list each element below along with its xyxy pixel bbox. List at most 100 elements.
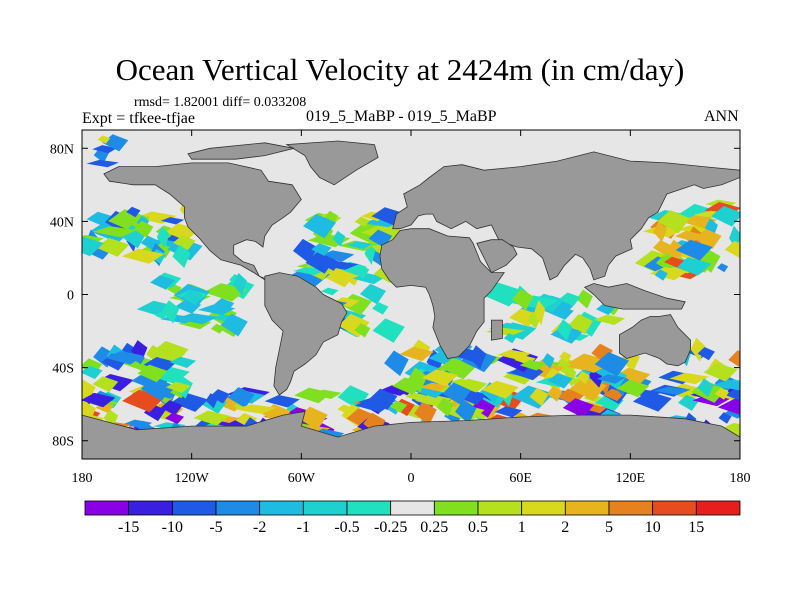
velocity-patch: [594, 314, 626, 325]
velocity-patch: [576, 371, 590, 385]
velocity-patch: [494, 406, 523, 418]
stats-label: rmsd= 1.82001 diff= 0.033208: [134, 95, 307, 110]
x-tick-label: 120E: [616, 471, 646, 486]
velocity-patch: [512, 288, 534, 311]
velocity-patch: [712, 379, 740, 391]
velocity-patch: [519, 359, 546, 371]
velocity-patch: [234, 404, 277, 414]
x-tick-label: 60W: [288, 471, 316, 486]
velocity-patch: [678, 394, 700, 411]
land-canadian-arctic: [187, 142, 295, 160]
velocity-patch: [372, 302, 389, 315]
velocity-patch: [105, 351, 144, 365]
y-tick-label: 80S: [52, 435, 74, 450]
velocity-patch: [121, 248, 165, 264]
velocity-patch: [673, 257, 712, 276]
land-mask: [82, 140, 740, 459]
velocity-patch: [210, 389, 230, 404]
experiment-label: Expt = tfkee-tfjae: [82, 110, 195, 127]
velocity-patch: [346, 241, 373, 250]
velocity-patch: [156, 226, 170, 249]
colorbar-swatch: [128, 500, 173, 516]
x-tick-label: 120W: [175, 471, 210, 486]
colorbar-label: 1: [518, 519, 526, 536]
velocity-patch: [697, 378, 714, 398]
velocity-patch: [414, 401, 437, 426]
velocity-patch: [442, 382, 471, 405]
velocity-patch: [496, 349, 532, 360]
velocity-patch: [305, 251, 335, 274]
velocity-patch: [86, 159, 119, 168]
velocity-patch: [529, 387, 549, 406]
velocity-patch: [694, 228, 722, 250]
velocity-patch: [613, 367, 651, 387]
velocity-patch: [547, 373, 573, 389]
velocity-patch: [264, 395, 300, 408]
season-label: ANN: [704, 108, 739, 125]
velocity-patch: [447, 378, 480, 387]
land-australia: [619, 314, 691, 367]
velocity-patch: [576, 289, 593, 309]
colorbar-swatch: [84, 500, 130, 516]
velocity-patch: [436, 397, 455, 417]
velocity-patch: [97, 135, 111, 144]
colorbar-swatch: [477, 500, 523, 516]
colorbar-swatch: [346, 500, 392, 516]
colorbar-label: -1: [297, 519, 310, 536]
velocity-patch: [666, 239, 685, 264]
x-tick-label: 0: [408, 471, 415, 486]
velocity-patch: [160, 400, 183, 416]
velocity-patch: [724, 240, 740, 259]
land-africa: [379, 228, 505, 359]
velocity-patch: [569, 314, 593, 335]
y-tick-label: 0: [67, 289, 74, 304]
velocity-patch: [421, 369, 458, 387]
velocity-patch: [653, 221, 667, 242]
velocity-patch: [172, 244, 191, 268]
velocity-patch: [182, 289, 203, 306]
y-tick-label: 40N: [50, 215, 74, 230]
velocity-patch: [95, 238, 130, 257]
colorbar-label: 10: [645, 519, 661, 536]
velocity-patch: [675, 239, 713, 261]
colorbar-label: -0.25: [374, 519, 407, 536]
colorbar-swatch: [564, 500, 610, 516]
velocity-patch: [319, 261, 359, 270]
velocity-patch: [455, 399, 477, 424]
colorbar-label: -10: [162, 519, 183, 536]
velocity-patch: [596, 374, 626, 384]
land-south-america: [264, 272, 348, 396]
land-madagascar: [490, 319, 503, 341]
velocity-patch: [324, 210, 339, 225]
velocity-patch: [669, 372, 709, 385]
velocity-patch: [321, 287, 339, 296]
velocity-patch: [562, 398, 594, 418]
velocity-patch: [303, 214, 337, 239]
colorbar-label: 2: [561, 519, 569, 536]
velocity-patch: [632, 391, 672, 412]
velocity-patch: [503, 333, 517, 344]
velocity-patch: [82, 379, 96, 403]
land-greenland: [285, 140, 379, 186]
colorbar-swatch: [390, 500, 435, 516]
velocity-patch: [664, 256, 684, 268]
colorbar-label: -15: [118, 519, 139, 536]
velocity-patch: [542, 353, 555, 369]
colorbar-swatch: [521, 500, 566, 516]
x-tick-label: 180: [730, 471, 751, 486]
velocity-patch: [711, 206, 740, 227]
colorbar-swatch: [171, 500, 217, 516]
velocity-patch: [331, 297, 360, 308]
velocity-patch: [718, 412, 732, 424]
velocity-patch: [653, 386, 691, 395]
velocity-patch: [372, 318, 405, 343]
velocity-patch: [332, 230, 346, 247]
y-tick-label: 40S: [52, 362, 74, 377]
colorbar-label: 15: [688, 519, 704, 536]
velocity-patch: [657, 210, 690, 234]
velocity-patch: [227, 387, 255, 408]
colorbar-label: -5: [209, 519, 222, 536]
velocity-patch: [714, 388, 729, 400]
axes: 180 120W 60W 0 60E 120E 180 80N 40N 0 40S 80S: [50, 130, 751, 486]
colorbar-swatch: [608, 500, 654, 516]
